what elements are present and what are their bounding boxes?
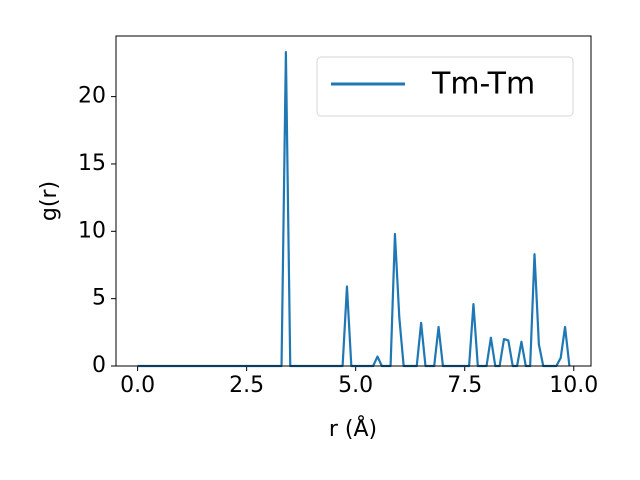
legend-box — [316, 56, 574, 117]
x-tick-label: 0.0 — [120, 373, 155, 398]
legend: Tm-Tm — [316, 56, 574, 117]
x-tick-label: 7.5 — [447, 373, 482, 398]
y-tick-label: 10 — [78, 218, 106, 243]
y-tick-label: 15 — [78, 151, 106, 176]
y-axis-label: g(r) — [37, 181, 62, 221]
x-tick-label: 2.5 — [229, 373, 264, 398]
x-tick-label: 5.0 — [338, 373, 373, 398]
y-tick-label: 20 — [78, 84, 106, 109]
legend-label: Tm-Tm — [431, 67, 535, 102]
y-tick-label: 5 — [92, 286, 106, 311]
y-tick-label: 0 — [92, 353, 106, 378]
plot-frame — [115, 35, 592, 367]
x-tick-label: 10.0 — [549, 373, 598, 398]
x-axis-label: r (Å) — [329, 415, 377, 442]
